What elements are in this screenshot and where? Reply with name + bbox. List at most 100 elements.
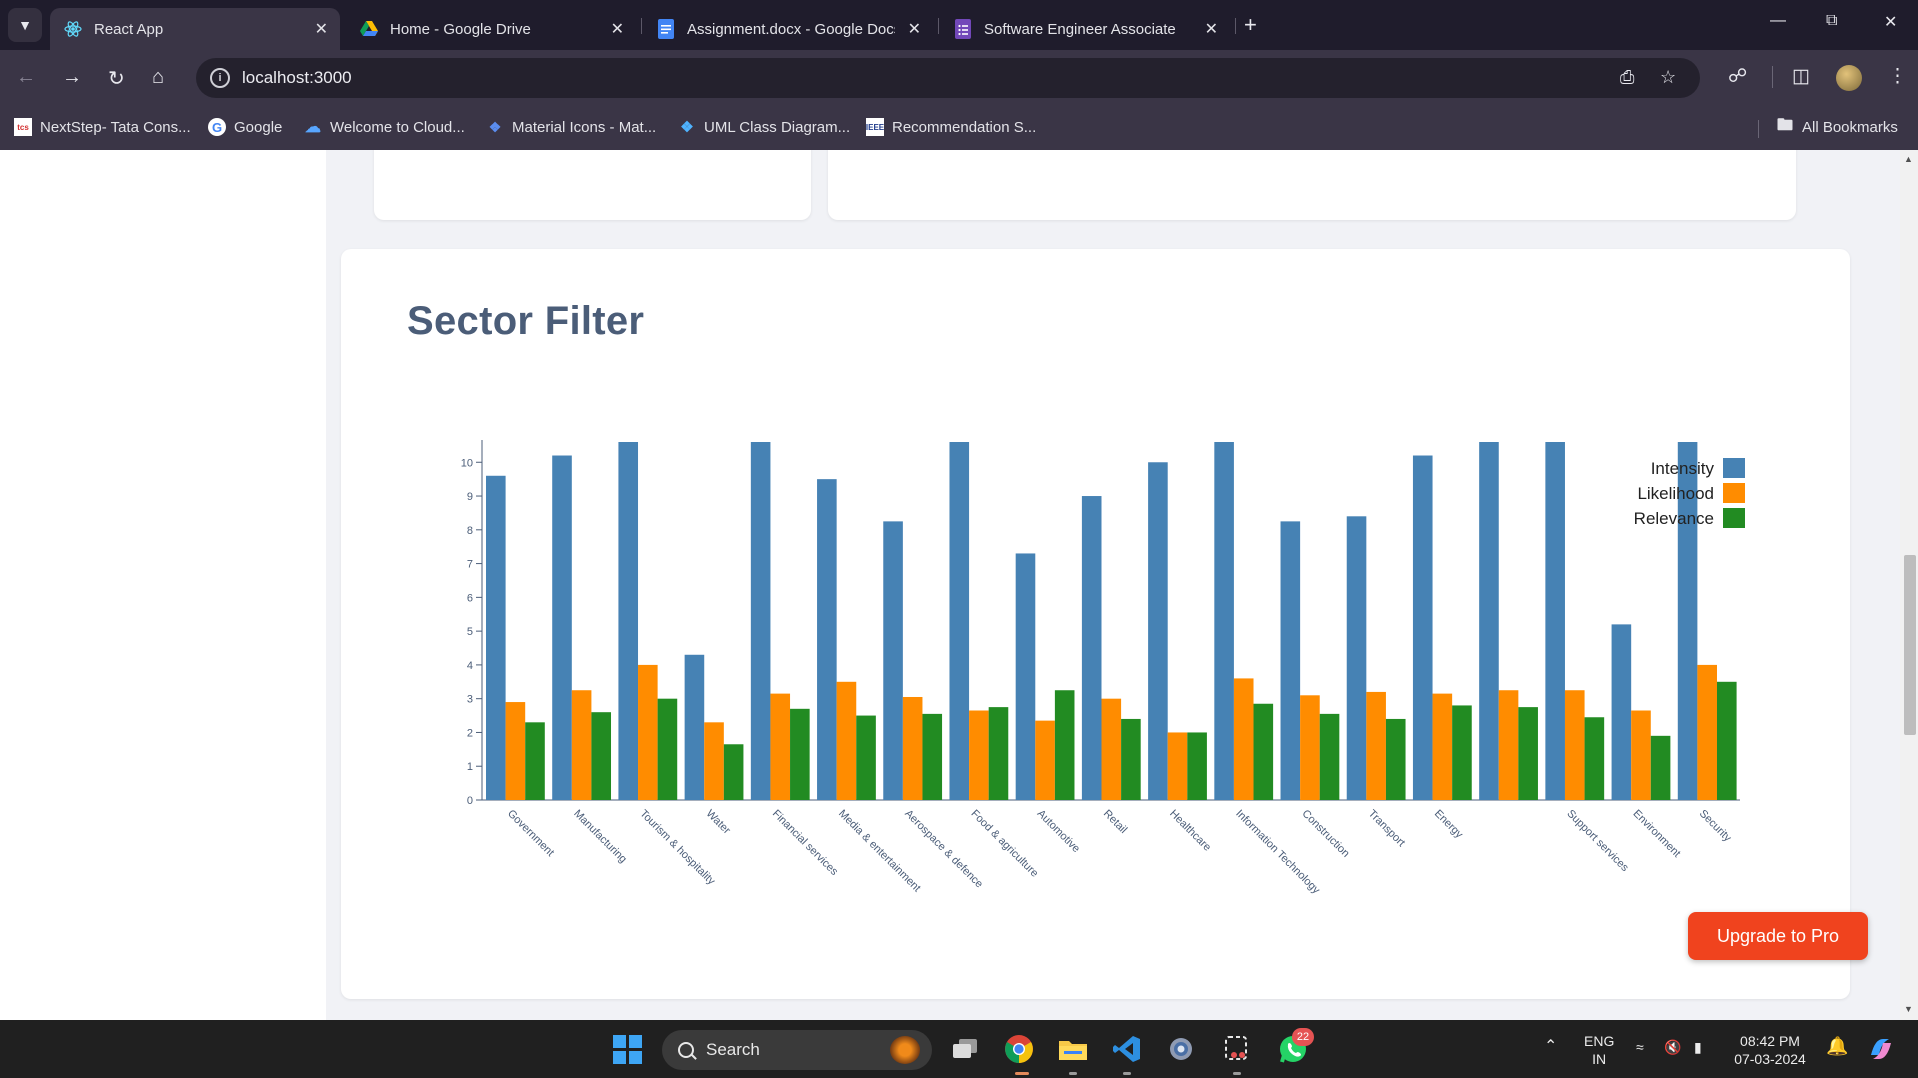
settings-app[interactable] [1164,1032,1198,1066]
close-icon[interactable]: ✕ [610,21,624,38]
y-tick-label: 2 [467,727,473,739]
bookmark-label: UML Class Diagram... [704,118,851,136]
install-app-icon[interactable]: ⎙ [1620,67,1635,87]
active-app-indicator [1015,1072,1029,1075]
scroll-down-icon[interactable]: ▼ [1904,1004,1913,1014]
bookmark-item[interactable]: tcs NextStep- Tata Cons... [14,118,191,136]
upgrade-to-pro-button[interactable]: Upgrade to Pro [1688,912,1868,960]
reload-icon[interactable]: ↻ [108,68,125,90]
tab-assignment-doc[interactable]: Assignment.docx - Google Docs ✕ [643,8,933,50]
bar-relevance [1650,735,1671,800]
x-category-label: Tourism & hospitality [637,808,717,888]
bar-relevance [1319,713,1340,800]
minimize-icon[interactable]: — [1770,12,1786,29]
x-category-label: Food & agriculture [968,808,1040,880]
forward-arrow-icon[interactable]: → [62,66,82,88]
page-scrollbar[interactable]: ▲ ▼ [1900,150,1918,1020]
snipping-tool-app[interactable] [1220,1032,1254,1066]
bookmark-item[interactable]: ❖ UML Class Diagram... [678,118,851,137]
bar-intensity [1611,624,1632,800]
bookmark-label: Recommendation S... [892,118,1037,136]
x-category-label: Healthcare [1167,808,1213,854]
tab-software-engineer[interactable]: Software Engineer Associate ✕ [940,8,1230,50]
bookmark-star-icon[interactable]: ☆ [1660,67,1677,87]
bar-likelihood [969,710,989,800]
bar-relevance [1187,732,1207,800]
y-tick-label: 4 [467,660,473,672]
extensions-icon[interactable]: ☍ [1728,66,1748,87]
tab-separator [938,18,939,34]
x-category-label: Government [505,808,556,859]
notification-bell-icon[interactable]: 🔔 [1826,1036,1849,1056]
side-panel-icon[interactable]: ◫ [1792,66,1810,87]
window-close-icon[interactable]: ✕ [1884,14,1898,31]
sector-filter-card: Sector Filter 0 1 2 3 4 5 6 7 8 9 10 Government Manu… [341,249,1850,999]
file-explorer-app[interactable] [1056,1032,1090,1066]
x-category-label: Water [704,808,733,837]
region-code: IN [1592,1051,1607,1067]
bookmark-item[interactable]: G Google [208,118,282,136]
search-highlight-icon [890,1036,920,1064]
x-category-label: Transport [1366,808,1407,849]
bar-likelihood [1697,664,1717,800]
close-icon[interactable]: ✕ [907,21,921,38]
bar-intensity [618,442,639,800]
language-code: ENG [1584,1033,1615,1049]
bar-intensity [949,442,970,800]
close-icon[interactable]: ✕ [314,21,328,38]
vscode-icon [1113,1036,1140,1062]
y-tick-label: 5 [467,626,473,638]
bar-relevance [1253,703,1274,800]
menu-kebab-icon[interactable]: ⋮ [1888,66,1907,87]
bar-likelihood [1366,691,1386,800]
bar-likelihood [1300,695,1320,800]
app-indicator [1123,1072,1131,1075]
copilot-button[interactable] [1864,1032,1898,1066]
bookmark-item[interactable]: ❖ Material Icons - Mat... [486,118,657,136]
x-category-label: Energy [1432,808,1465,841]
wifi-icon[interactable]: ≈ [1636,1039,1644,1055]
vscode-app[interactable] [1110,1032,1144,1066]
all-bookmarks-button[interactable]: 🖿 All Bookmarks [1776,117,1898,136]
clock[interactable]: 08:42 PM 07-03-2024 [1722,1032,1818,1068]
bar-relevance [988,707,1009,800]
site-info-icon[interactable]: i [210,68,230,88]
home-icon[interactable]: ⌂ [152,66,165,88]
summary-card [374,150,811,220]
restore-icon[interactable]: ⧉ [1826,12,1838,29]
profile-avatar[interactable] [1836,65,1862,91]
legend-swatch-likelihood [1723,483,1745,503]
speaker-muted-icon[interactable]: 🔇 [1664,1039,1682,1055]
left-sidebar [0,150,326,1020]
google-docs-icon [657,19,675,39]
url-text[interactable]: localhost:3000 [242,68,352,87]
start-button[interactable] [610,1032,644,1066]
new-tab-plus-icon[interactable]: + [1244,12,1257,37]
notification-count-badge: 22 [1292,1028,1314,1046]
taskbar-search[interactable]: Search [662,1030,932,1070]
tab-google-drive[interactable]: Home - Google Drive ✕ [346,8,636,50]
tab-search-button[interactable]: ▼ [8,8,42,42]
battery-icon[interactable]: ▮ [1694,1039,1702,1055]
bar-likelihood [770,693,791,800]
language-indicator[interactable]: ENG IN [1584,1032,1614,1068]
back-arrow-icon[interactable]: ← [16,66,36,88]
scroll-thumb[interactable] [1904,555,1916,735]
x-category-label: Security [1697,808,1734,845]
bar-likelihood [836,681,857,800]
chevron-up-icon[interactable]: ⌃ [1544,1038,1558,1055]
address-bar[interactable]: i localhost:3000 ⎙ ☆ [196,58,1700,98]
x-category-label: Automotive [1035,808,1082,855]
close-icon[interactable]: ✕ [1204,21,1218,38]
windows-taskbar: Search 22 ⌃ ENG IN ≈ 🔇 ▮ 08:42 PM 07-03-… [0,1020,1918,1078]
scroll-up-icon[interactable]: ▲ [1904,154,1913,164]
tab-react-app[interactable]: React App ✕ [50,8,340,50]
section-title: Sector Filter [407,299,645,343]
legend-swatch-intensity [1723,458,1745,478]
task-view-button[interactable] [948,1032,982,1066]
tab-separator [1235,18,1236,34]
bookmark-item[interactable]: ☁ Welcome to Cloud... [304,118,465,137]
bookmark-item[interactable]: IEEE Recommendation S... [866,118,1036,136]
chrome-taskbar-app[interactable] [1002,1032,1036,1066]
bar-likelihood [1564,690,1585,800]
